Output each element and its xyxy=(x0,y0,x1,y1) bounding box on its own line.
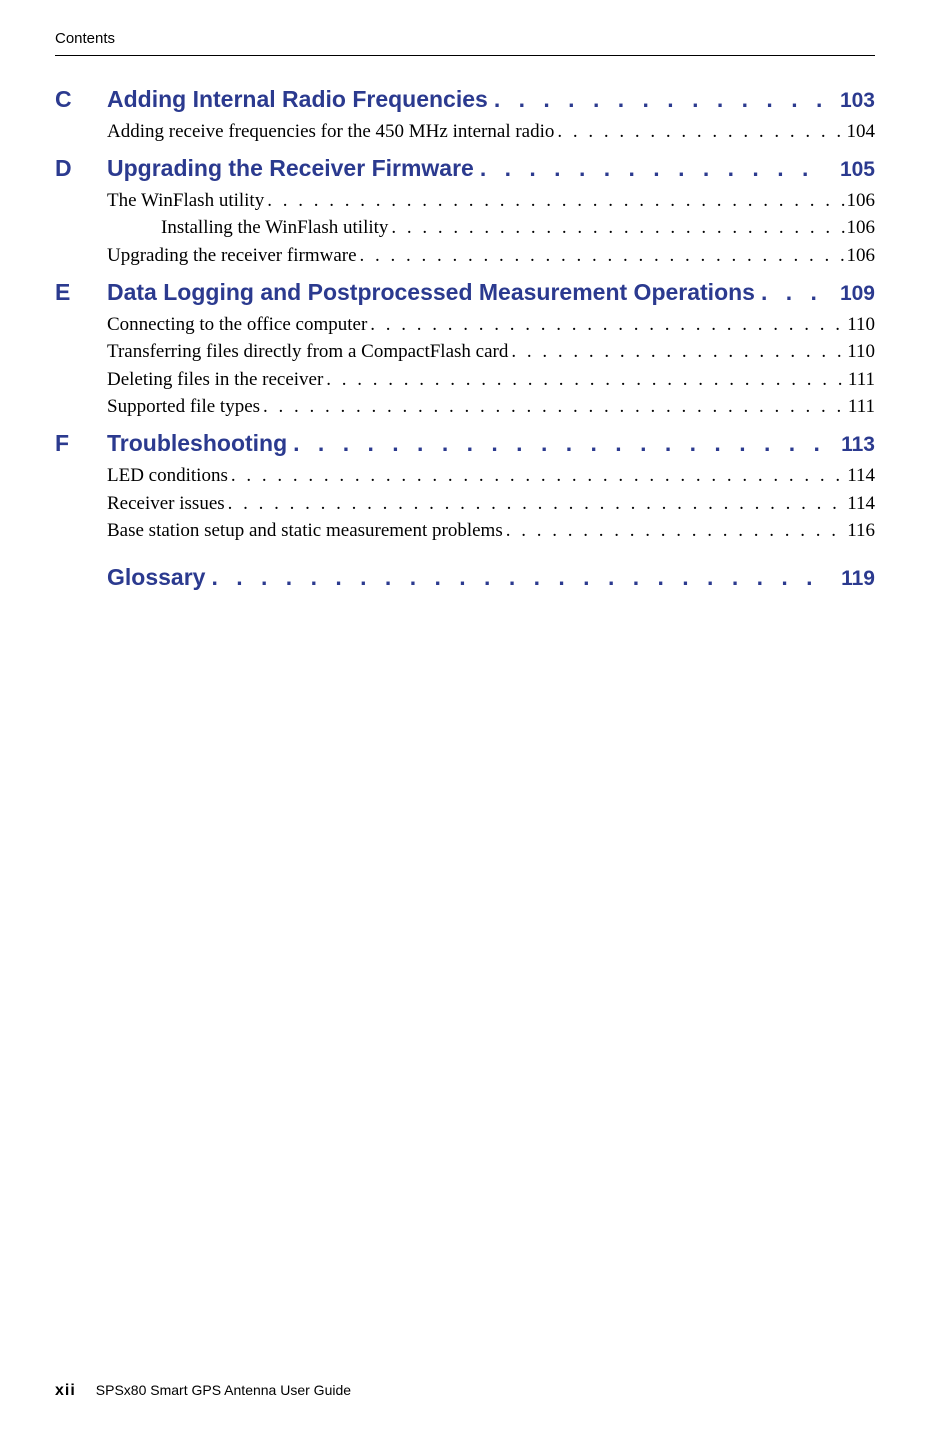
toc-entry-text: The WinFlash utility xyxy=(107,188,264,214)
toc-entry: Supported file types . . . . . . . . . .… xyxy=(107,394,875,420)
toc-leader-dots: . . . . . . . . . . . . . . . . . . . . … xyxy=(488,86,828,113)
toc-leader-dots: . . . . . . . . . . . . . . . . . . . . … xyxy=(264,188,846,214)
toc-section-letter: F xyxy=(55,430,107,457)
footer-page-number: xii xyxy=(55,1382,76,1400)
toc-leader-dots: . . . . . . . . . . . . . . . . . . . . … xyxy=(474,155,828,182)
toc-entry: Receiver issues . . . . . . . . . . . . … xyxy=(107,491,875,517)
toc-heading-row: EData Logging and Postprocessed Measurem… xyxy=(55,279,875,306)
toc-section: DUpgrading the Receiver Firmware. . . . … xyxy=(55,155,875,269)
toc-entry-page: 116 xyxy=(847,518,875,544)
toc-entry-text: Supported file types xyxy=(107,394,260,420)
toc-heading-row: CAdding Internal Radio Frequencies. . . … xyxy=(55,86,875,113)
toc-entry-text: Upgrading the receiver firmware xyxy=(107,243,357,269)
page-header-label: Contents xyxy=(55,30,875,47)
toc-section-title: Troubleshooting xyxy=(107,430,287,457)
toc-leader-dots: . . . . . . . . . . . . . . . . . . . . … xyxy=(388,215,846,241)
toc-leader-dots: . . . . . . . . . . . . . . . . . . . . … xyxy=(228,463,847,489)
footer-doc-title: SPSx80 Smart GPS Antenna User Guide xyxy=(96,1382,351,1398)
toc-glossary-section: Glossary. . . . . . . . . . . . . . . . … xyxy=(55,564,875,591)
toc-entry-text: Receiver issues xyxy=(107,491,225,517)
toc-leader-dots: . . . . . . . . . . . . . . . . . . . . … xyxy=(503,518,847,544)
toc-entry-text: Transferring files directly from a Compa… xyxy=(107,339,508,365)
toc-section-letter: D xyxy=(55,155,107,182)
toc-entry-page: 114 xyxy=(847,463,875,489)
toc-entry: Connecting to the office computer . . . … xyxy=(107,312,875,338)
toc-entry-page: 110 xyxy=(847,339,875,365)
toc-entry: Adding receive frequencies for the 450 M… xyxy=(107,119,875,145)
toc-leader-dots: . . . . . . . . . . . . . . . . . . . . … xyxy=(323,367,848,393)
toc-section-letter: C xyxy=(55,86,107,113)
toc-entry-page: 106 xyxy=(847,243,876,269)
toc-entry-text: Base station setup and static measuremen… xyxy=(107,518,503,544)
toc-entry-page: 110 xyxy=(847,312,875,338)
toc-glossary-title: Glossary xyxy=(107,564,205,591)
toc-section: EData Logging and Postprocessed Measurem… xyxy=(55,279,875,421)
toc-entry-page: 111 xyxy=(848,367,875,393)
toc-entry-page: 104 xyxy=(847,119,876,145)
toc-section: CAdding Internal Radio Frequencies. . . … xyxy=(55,86,875,145)
toc-entry: Upgrading the receiver firmware . . . . … xyxy=(107,243,875,269)
toc-entry: Deleting files in the receiver . . . . .… xyxy=(107,367,875,393)
toc-entry-text: Installing the WinFlash utility xyxy=(161,215,388,241)
toc-leader-dots: . . . . . . . . . . . . . . . . . . . . … xyxy=(205,564,829,591)
toc-heading-row: FTroubleshooting. . . . . . . . . . . . … xyxy=(55,430,875,457)
toc-entry-page: 114 xyxy=(847,491,875,517)
toc-entry-page: 106 xyxy=(847,215,876,241)
toc-section-page: 103 xyxy=(840,89,875,113)
toc-entry: Transferring files directly from a Compa… xyxy=(107,339,875,365)
toc-entry-page: 106 xyxy=(847,188,876,214)
toc-leader-dots: . . . . . . . . . . . . . . . . . . . . … xyxy=(367,312,847,338)
toc-leader-dots: . . . . . . . . . . . . . . . . . . . . … xyxy=(260,394,848,420)
toc-leader-dots: . . . . . . . . . . . . . . . . . . . . … xyxy=(508,339,847,365)
toc-section-page: 109 xyxy=(840,282,875,306)
toc-entry: The WinFlash utility . . . . . . . . . .… xyxy=(107,188,875,214)
toc-leader-dots: . . . . . . . . . . . . . . . . . . . . … xyxy=(554,119,846,145)
toc-entry-text: Connecting to the office computer xyxy=(107,312,367,338)
toc-entry: Installing the WinFlash utility . . . . … xyxy=(161,215,875,241)
toc-section-title: Upgrading the Receiver Firmware xyxy=(107,155,474,182)
toc-leader-dots: . . . . . . . . . . . . . . . . . . . . … xyxy=(287,430,829,457)
toc-entry-text: Adding receive frequencies for the 450 M… xyxy=(107,119,554,145)
toc-entry-page: 111 xyxy=(848,394,875,420)
toc-section-letter: E xyxy=(55,279,107,306)
toc-section-title: Data Logging and Postprocessed Measureme… xyxy=(107,279,755,306)
toc-section-title: Adding Internal Radio Frequencies xyxy=(107,86,488,113)
toc-leader-dots: . . . . . . . . . . . . . . . . . . . . … xyxy=(755,279,828,306)
toc-glossary-page: 119 xyxy=(841,567,875,591)
toc-section-page: 113 xyxy=(841,433,875,457)
toc-entry: Base station setup and static measuremen… xyxy=(107,518,875,544)
toc-entry-text: LED conditions xyxy=(107,463,228,489)
toc-section-page: 105 xyxy=(840,158,875,182)
toc-heading-row: Glossary. . . . . . . . . . . . . . . . … xyxy=(55,564,875,591)
page-footer: xii SPSx80 Smart GPS Antenna User Guide xyxy=(55,1382,351,1400)
toc-entry: LED conditions . . . . . . . . . . . . .… xyxy=(107,463,875,489)
table-of-contents: CAdding Internal Radio Frequencies. . . … xyxy=(55,86,875,591)
toc-heading-row: DUpgrading the Receiver Firmware. . . . … xyxy=(55,155,875,182)
toc-leader-dots: . . . . . . . . . . . . . . . . . . . . … xyxy=(225,491,848,517)
toc-section: FTroubleshooting. . . . . . . . . . . . … xyxy=(55,430,875,544)
toc-entry-text: Deleting files in the receiver xyxy=(107,367,323,393)
header-rule xyxy=(55,55,875,56)
toc-leader-dots: . . . . . . . . . . . . . . . . . . . . … xyxy=(357,243,847,269)
